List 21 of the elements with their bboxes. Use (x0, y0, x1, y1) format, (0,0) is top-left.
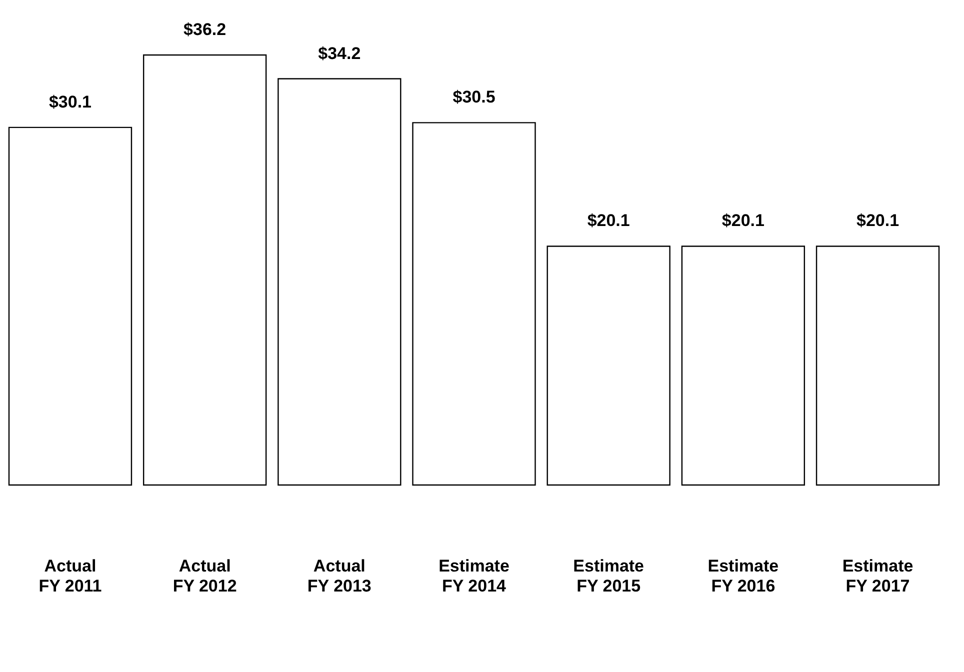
data-label: $20.1 (587, 211, 630, 230)
x-tick-label: Actual FY 2011 (38, 556, 102, 596)
bar (142, 54, 267, 486)
bar (278, 78, 402, 486)
bar (546, 246, 670, 486)
bar (8, 126, 132, 486)
data-label: $36.2 (184, 20, 226, 39)
bar (816, 246, 940, 486)
data-label: $20.1 (722, 211, 764, 230)
x-tick-label: Actual FY 2012 (172, 556, 237, 596)
x-tick-label: Actual FY 2013 (307, 556, 372, 596)
x-tick-label: Estimate FY 2017 (842, 556, 914, 596)
x-tick-label: Estimate FY 2016 (708, 556, 779, 596)
x-tick-label: Estimate FY 2014 (438, 556, 510, 596)
x-tick-label: Estimate FY 2015 (573, 556, 644, 596)
bar (412, 122, 536, 486)
bar (681, 246, 806, 486)
data-label: $30.5 (452, 88, 496, 107)
data-label: $30.1 (48, 92, 92, 112)
data-label: $20.1 (856, 211, 900, 230)
data-label: $34.2 (318, 44, 361, 63)
